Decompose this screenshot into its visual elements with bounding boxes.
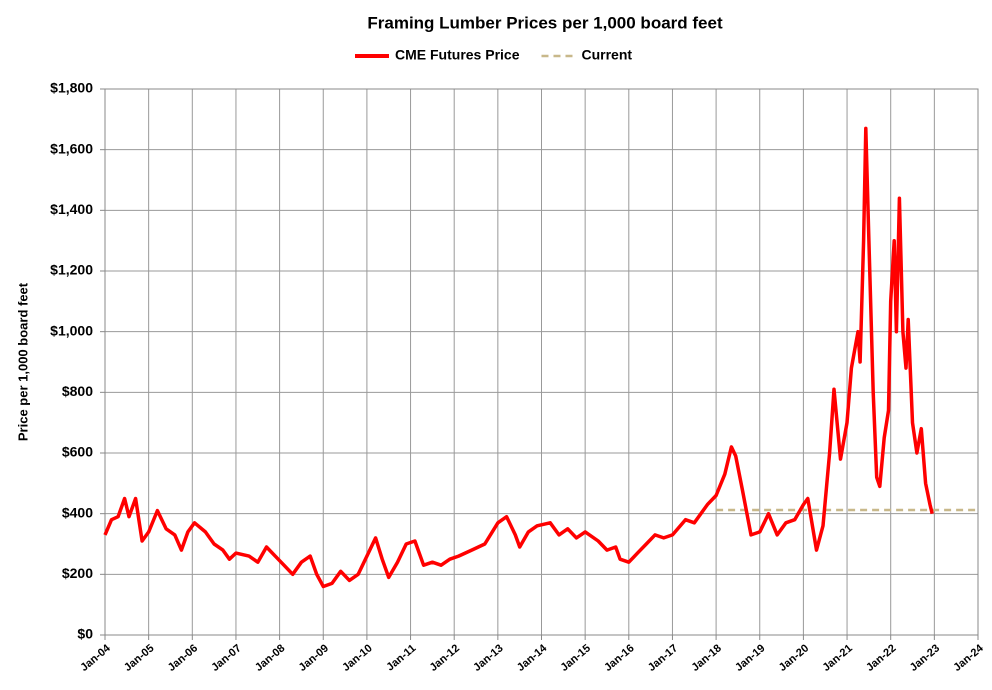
y-tick-label: $400 [62,504,93,520]
y-tick-label: $1,800 [50,80,93,96]
y-tick-label: $1,000 [50,322,93,338]
plot-border [104,88,979,636]
x-tick-label: Jan-12 [428,642,462,674]
x-tick-label: Jan-16 [602,642,636,674]
x-tick-label: Jan-10 [340,642,374,674]
x-tick-label: Jan-22 [864,642,898,674]
x-tick-label: Jan-15 [559,642,593,674]
x-tick-label: Jan-24 [951,642,986,674]
x-tick-label: Jan-20 [777,642,811,674]
y-tick-label: $800 [62,383,93,399]
x-tick-label: Jan-18 [689,642,723,674]
y-tick-label: $200 [62,565,93,581]
chart-title: Framing Lumber Prices per 1,000 board fe… [367,13,723,32]
x-tick-label: Jan-07 [209,642,243,674]
legend-label: CME Futures Price [395,47,520,63]
x-tick-label: Jan-04 [78,642,113,674]
y-tick-label: $0 [77,626,93,642]
x-tick-label: Jan-21 [820,642,854,674]
y-tick-label: $600 [62,444,93,460]
x-tick-label: Jan-06 [166,642,200,674]
x-tick-label: Jan-17 [646,642,680,674]
x-tick-label: Jan-08 [253,642,287,674]
x-tick-label: Jan-23 [908,642,942,674]
series-line [103,126,934,589]
y-axis-label: Price per 1,000 board feet [15,282,30,441]
y-tick-label: $1,200 [50,262,93,278]
x-tick-label: Jan-13 [471,642,505,674]
x-tick-label: Jan-19 [733,642,767,674]
legend-label: Current [581,47,632,63]
y-tick-label: $1,600 [50,140,93,156]
x-tick-label: Jan-14 [515,642,550,674]
x-tick-label: Jan-09 [297,642,331,674]
y-tick-label: $1,400 [50,201,93,217]
x-tick-label: Jan-05 [122,642,156,674]
x-tick-label: Jan-11 [384,642,418,673]
